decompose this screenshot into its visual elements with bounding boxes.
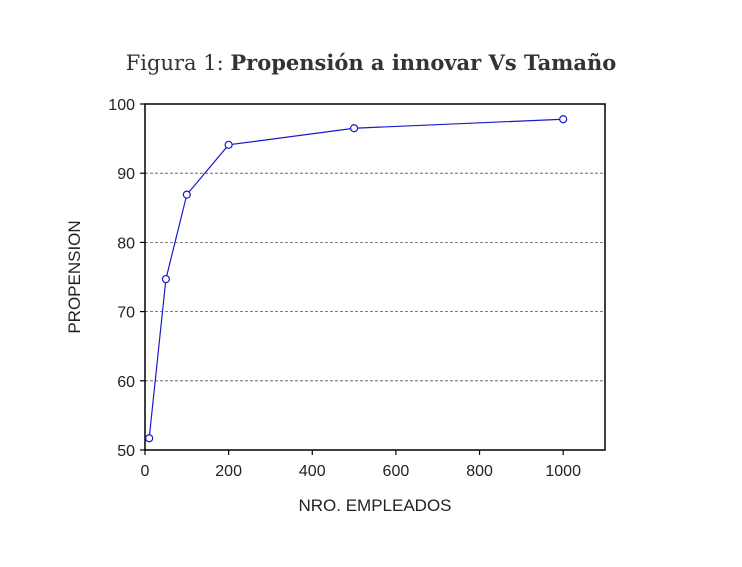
- series-line-group: [145, 115, 568, 443]
- x-tick-label-0: 0: [141, 463, 150, 480]
- plot-area-frame: [144, 103, 606, 451]
- y-tick-label-50: 50: [117, 443, 135, 460]
- y-tick-label-90: 90: [117, 166, 135, 183]
- x-tick-label-200: 200: [215, 463, 242, 480]
- y-tick-label-100: 100: [108, 97, 135, 114]
- y-tick-label-60: 60: [117, 374, 135, 391]
- y-axis-label: PROPENSION: [65, 220, 84, 333]
- x-tick-label-600: 600: [383, 463, 410, 480]
- x-axis-label: NRO. EMPLEADOS: [298, 496, 451, 515]
- figure-caption-title: Propensión a innovar Vs Tamaño: [230, 50, 617, 75]
- figure-caption-prefix: Figura 1:: [125, 51, 224, 75]
- data-point-500: [349, 124, 359, 133]
- data-point-200: [224, 140, 233, 149]
- figure-caption: Figura 1: Propensión a innovar Vs Tamaño: [0, 50, 742, 75]
- x-tick-label-800: 800: [466, 463, 493, 480]
- data-point-100: [182, 190, 191, 199]
- x-tick-label-1000: 1000: [545, 463, 581, 480]
- data-point-1000: [559, 115, 568, 124]
- series-line: [148, 118, 564, 439]
- y-tick-label-70: 70: [117, 305, 135, 322]
- data-point-50: [161, 274, 171, 284]
- grid-lines: [145, 172, 605, 382]
- x-tick-label-400: 400: [299, 463, 326, 480]
- data-point-10: [145, 434, 154, 443]
- y-tick-label-80: 80: [117, 235, 135, 252]
